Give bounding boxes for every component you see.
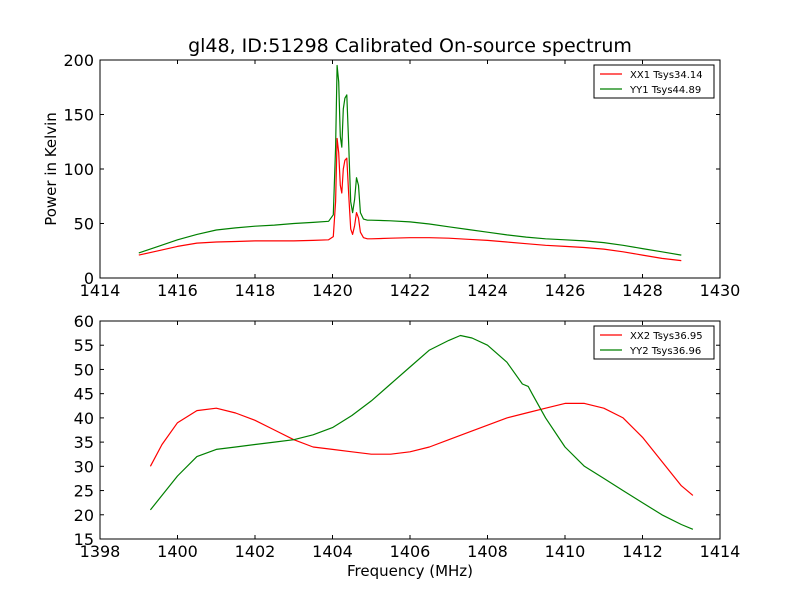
bottom-x-tick-label: 1402 <box>235 542 276 561</box>
bottom-legend: XX2 Tsys36.95 YY2 Tsys36.96 <box>593 325 715 360</box>
top-x-tick-label: 1416 <box>157 281 198 300</box>
top-x-tick-label: 1418 <box>235 281 276 300</box>
top-y-tick-label: 200 <box>63 51 94 70</box>
bottom-y-tick-label: 55 <box>74 336 94 355</box>
bottom-y-tick-label: 40 <box>74 409 94 428</box>
top-legend-box <box>593 64 715 99</box>
top-ticks: 1414 1416 1418 1420 1422 1424 1426 1428 1430 0 50 1… <box>63 51 740 300</box>
top-x-tick-label: 1430 <box>700 281 741 300</box>
top-y-tick-label: 50 <box>74 215 94 234</box>
top-y-tick-label: 100 <box>63 160 94 179</box>
legend-label-xx1: XX1 Tsys34.14 <box>630 70 703 81</box>
x-axis-label: Frequency (MHz) <box>347 562 473 580</box>
bottom-x-tick-label: 1412 <box>622 542 663 561</box>
bottom-legend-box <box>593 325 715 360</box>
top-y-axis-label: Power in Kelvin <box>42 112 60 226</box>
bottom-y-tick-label: 60 <box>74 312 94 331</box>
bottom-x-tick-label: 1398 <box>80 542 121 561</box>
bottom-series-line-2 <box>149 334 694 530</box>
bottom-x-tick-label: 1408 <box>467 542 508 561</box>
top-x-tick-label: 1422 <box>390 281 431 300</box>
bottom-y-tick-label: 20 <box>74 506 94 525</box>
top-x-tick-label: 1428 <box>622 281 663 300</box>
bottom-y-tick-label: 35 <box>74 433 94 452</box>
bottom-y-tick-label: 50 <box>74 360 94 379</box>
top-y-tick-label: 150 <box>63 106 94 125</box>
bottom-ticks: 1398 1400 1402 1404 1406 1408 1410 1412 1414 15 20… <box>74 312 741 561</box>
bottom-series-line-1 <box>149 402 694 496</box>
top-x-tick-label: 1426 <box>545 281 586 300</box>
bottom-y-tick-label: 25 <box>74 482 94 501</box>
top-lines <box>138 64 682 262</box>
bottom-x-tick-label: 1404 <box>312 542 353 561</box>
top-plot: gl48, ID:51298 Calibrated On-source spec… <box>42 35 740 300</box>
top-legend: XX1 Tsys34.14 YY1 Tsys44.89 <box>593 64 715 99</box>
bottom-x-tick-label: 1400 <box>157 542 198 561</box>
bottom-x-tick-label: 1414 <box>700 542 741 561</box>
bottom-lines <box>149 334 694 530</box>
bottom-x-tick-label: 1406 <box>390 542 431 561</box>
top-x-tick-label: 1424 <box>467 281 508 300</box>
top-series-line-1 <box>138 137 682 262</box>
bottom-y-tick-label: 15 <box>74 530 94 549</box>
top-series-line-2 <box>138 64 682 256</box>
top-x-tick-label: 1420 <box>312 281 353 300</box>
top-y-tick-label: 0 <box>84 269 94 288</box>
bottom-y-tick-label: 45 <box>74 385 94 404</box>
legend-label-xx2: XX2 Tsys36.95 <box>630 331 703 342</box>
legend-label-yy1: YY1 Tsys44.89 <box>629 85 701 96</box>
top-x-tick-label: 1414 <box>80 281 121 300</box>
chart-title: gl48, ID:51298 Calibrated On-source spec… <box>188 35 632 57</box>
bottom-x-tick-label: 1410 <box>545 542 586 561</box>
bottom-plot: 1398 1400 1402 1404 1406 1408 1410 1412 1414 15 20… <box>74 312 741 580</box>
bottom-y-tick-label: 30 <box>74 457 94 476</box>
legend-label-yy2: YY2 Tsys36.96 <box>629 346 701 357</box>
